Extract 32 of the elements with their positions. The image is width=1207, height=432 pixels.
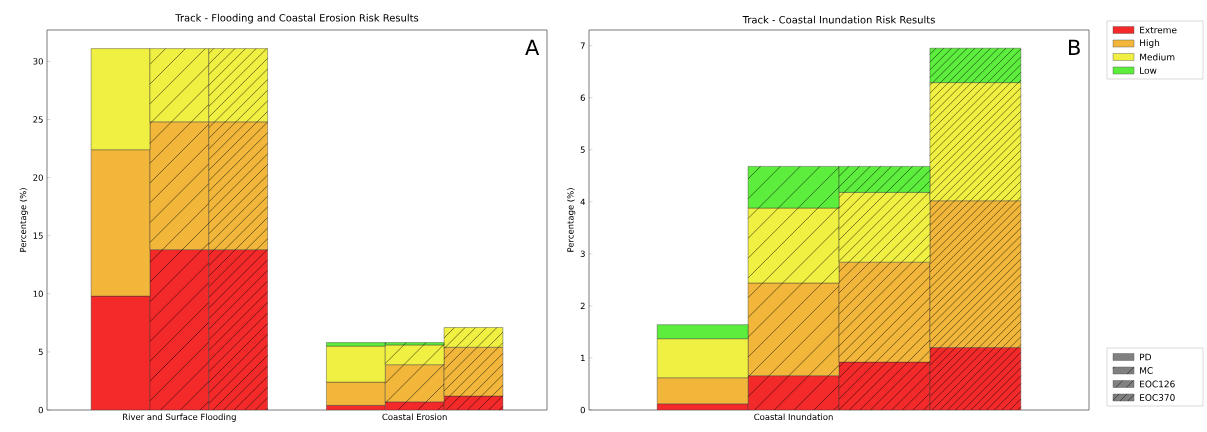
y-tick-label: 5 <box>580 146 585 153</box>
y-tick-label: 4 <box>580 198 586 205</box>
y-tick-label: 0 <box>38 406 43 414</box>
legend-label: High <box>1140 39 1160 48</box>
y-tick-label: 2 <box>580 302 585 310</box>
y-tick-label: 3 <box>580 250 585 258</box>
y-tick-label: 10 <box>33 290 43 297</box>
annotation: B <box>1069 39 1080 55</box>
y-tick-label: 7 <box>580 42 585 49</box>
y-tick-label: 6 <box>580 94 585 101</box>
legend-label: Extreme <box>1140 26 1177 34</box>
y-axis-title: Percentage (%) <box>19 188 28 252</box>
y-tick-label: 25 <box>33 116 43 123</box>
chart-title: Track - Flooding and Coastal Erosion Risk Results <box>175 13 419 24</box>
legend-label: Low <box>1140 67 1157 74</box>
y-tick-label: 5 <box>38 348 43 356</box>
x-tick-label: River and Surface Flooding <box>123 413 236 422</box>
legend-label: PD <box>1140 353 1151 361</box>
legend-label: EOC126 <box>1140 380 1175 388</box>
y-tick-label: 30 <box>33 58 43 65</box>
y-tick-label: 15 <box>33 232 43 239</box>
y-tick-label: 0 <box>580 406 585 414</box>
y-tick-label: 1 <box>581 354 585 362</box>
chart-title: Track - Coastal Inundation Risk Results <box>742 15 935 24</box>
legend-label: MC <box>1140 367 1153 374</box>
y-tick-label: 20 <box>33 174 43 181</box>
x-tick-label: Coastal Erosion <box>382 413 447 421</box>
annotation: A <box>525 39 540 55</box>
legend-label: Medium <box>1140 53 1175 61</box>
legend-label: EOC370 <box>1140 394 1175 401</box>
x-tick-label: Coastal Inundation <box>754 413 833 421</box>
y-axis-title: Percentage (%) <box>567 188 576 252</box>
